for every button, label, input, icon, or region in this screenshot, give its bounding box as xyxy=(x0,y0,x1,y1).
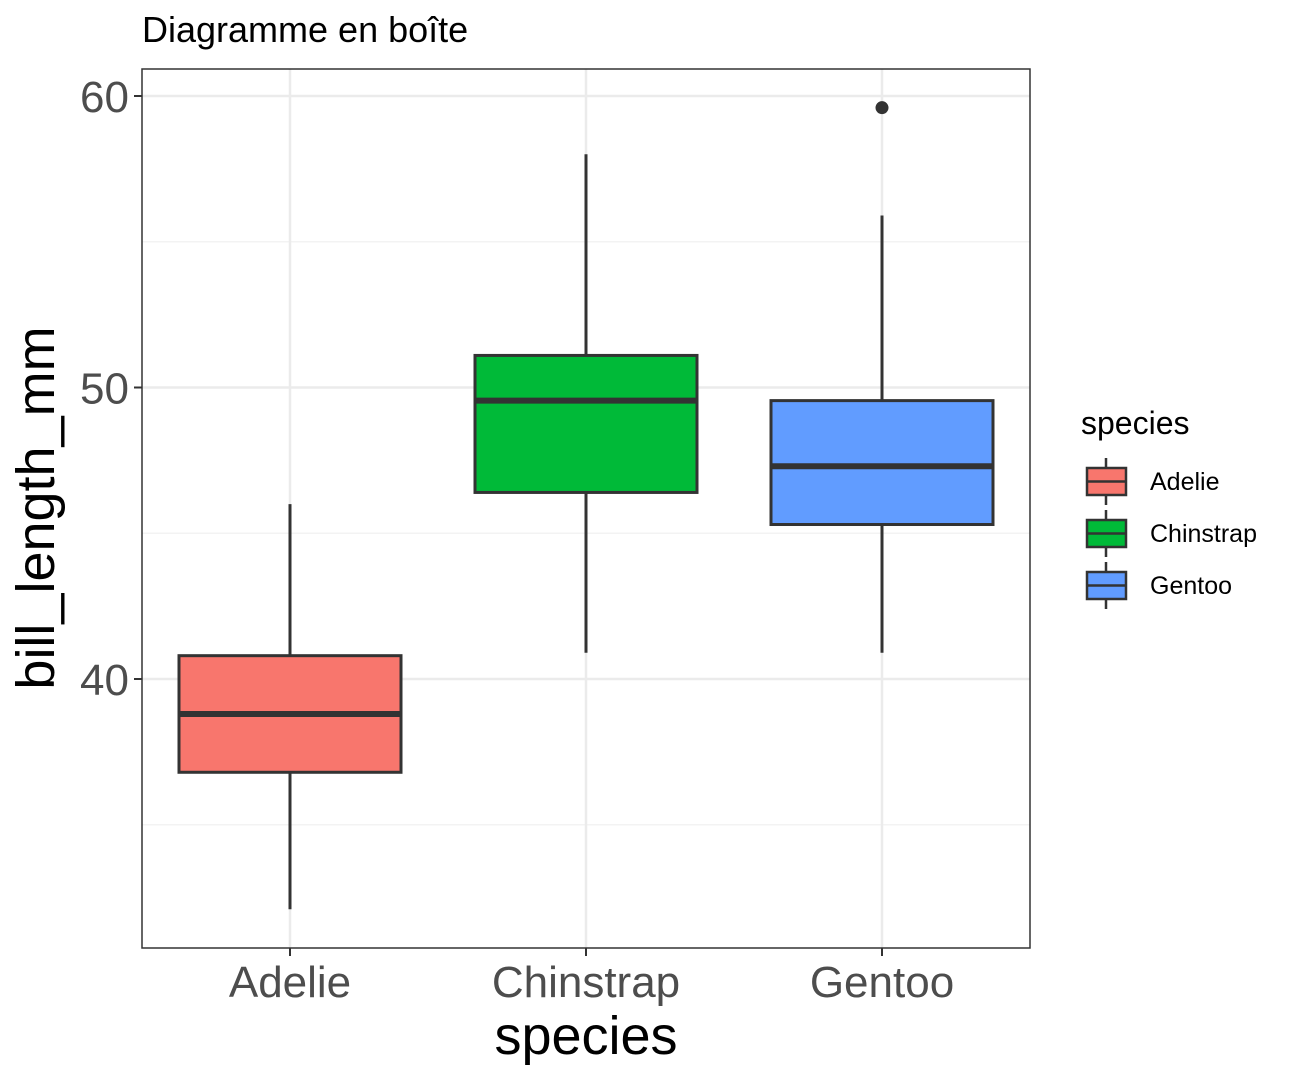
y-axis-title: bill_length_mm xyxy=(6,326,66,689)
legend-label: Gentoo xyxy=(1150,572,1232,600)
legend-label: Adelie xyxy=(1150,468,1220,496)
box-iqr xyxy=(769,399,995,527)
legend-item-adelie: Adelie xyxy=(1085,458,1220,505)
y-tick-label: 40 xyxy=(80,656,129,705)
chart-title: Diagramme en boîte xyxy=(142,9,468,50)
outlier-point xyxy=(875,101,889,115)
x-tick-label: Adelie xyxy=(229,958,351,1007)
x-tick-label: Gentoo xyxy=(810,958,954,1007)
legend-item-chinstrap: Chinstrap xyxy=(1085,510,1257,557)
legend-title: species xyxy=(1081,405,1190,441)
axes: 40 50 60 Adelie Chinstrap Gentoo xyxy=(80,73,954,1007)
y-tick-label: 50 xyxy=(80,365,129,414)
x-tick-label: Chinstrap xyxy=(492,958,680,1007)
box-iqr xyxy=(473,353,699,494)
y-tick-label: 60 xyxy=(80,73,129,122)
legend-item-gentoo: Gentoo xyxy=(1085,562,1232,609)
box-adelie xyxy=(177,504,403,910)
legend-label: Chinstrap xyxy=(1150,520,1257,548)
legend: Adelie Chinstrap Gentoo xyxy=(1085,458,1257,609)
x-axis-title: species xyxy=(494,1006,677,1066)
boxes xyxy=(177,101,995,910)
box-chinstrap xyxy=(473,154,699,653)
box-gentoo xyxy=(769,101,995,653)
